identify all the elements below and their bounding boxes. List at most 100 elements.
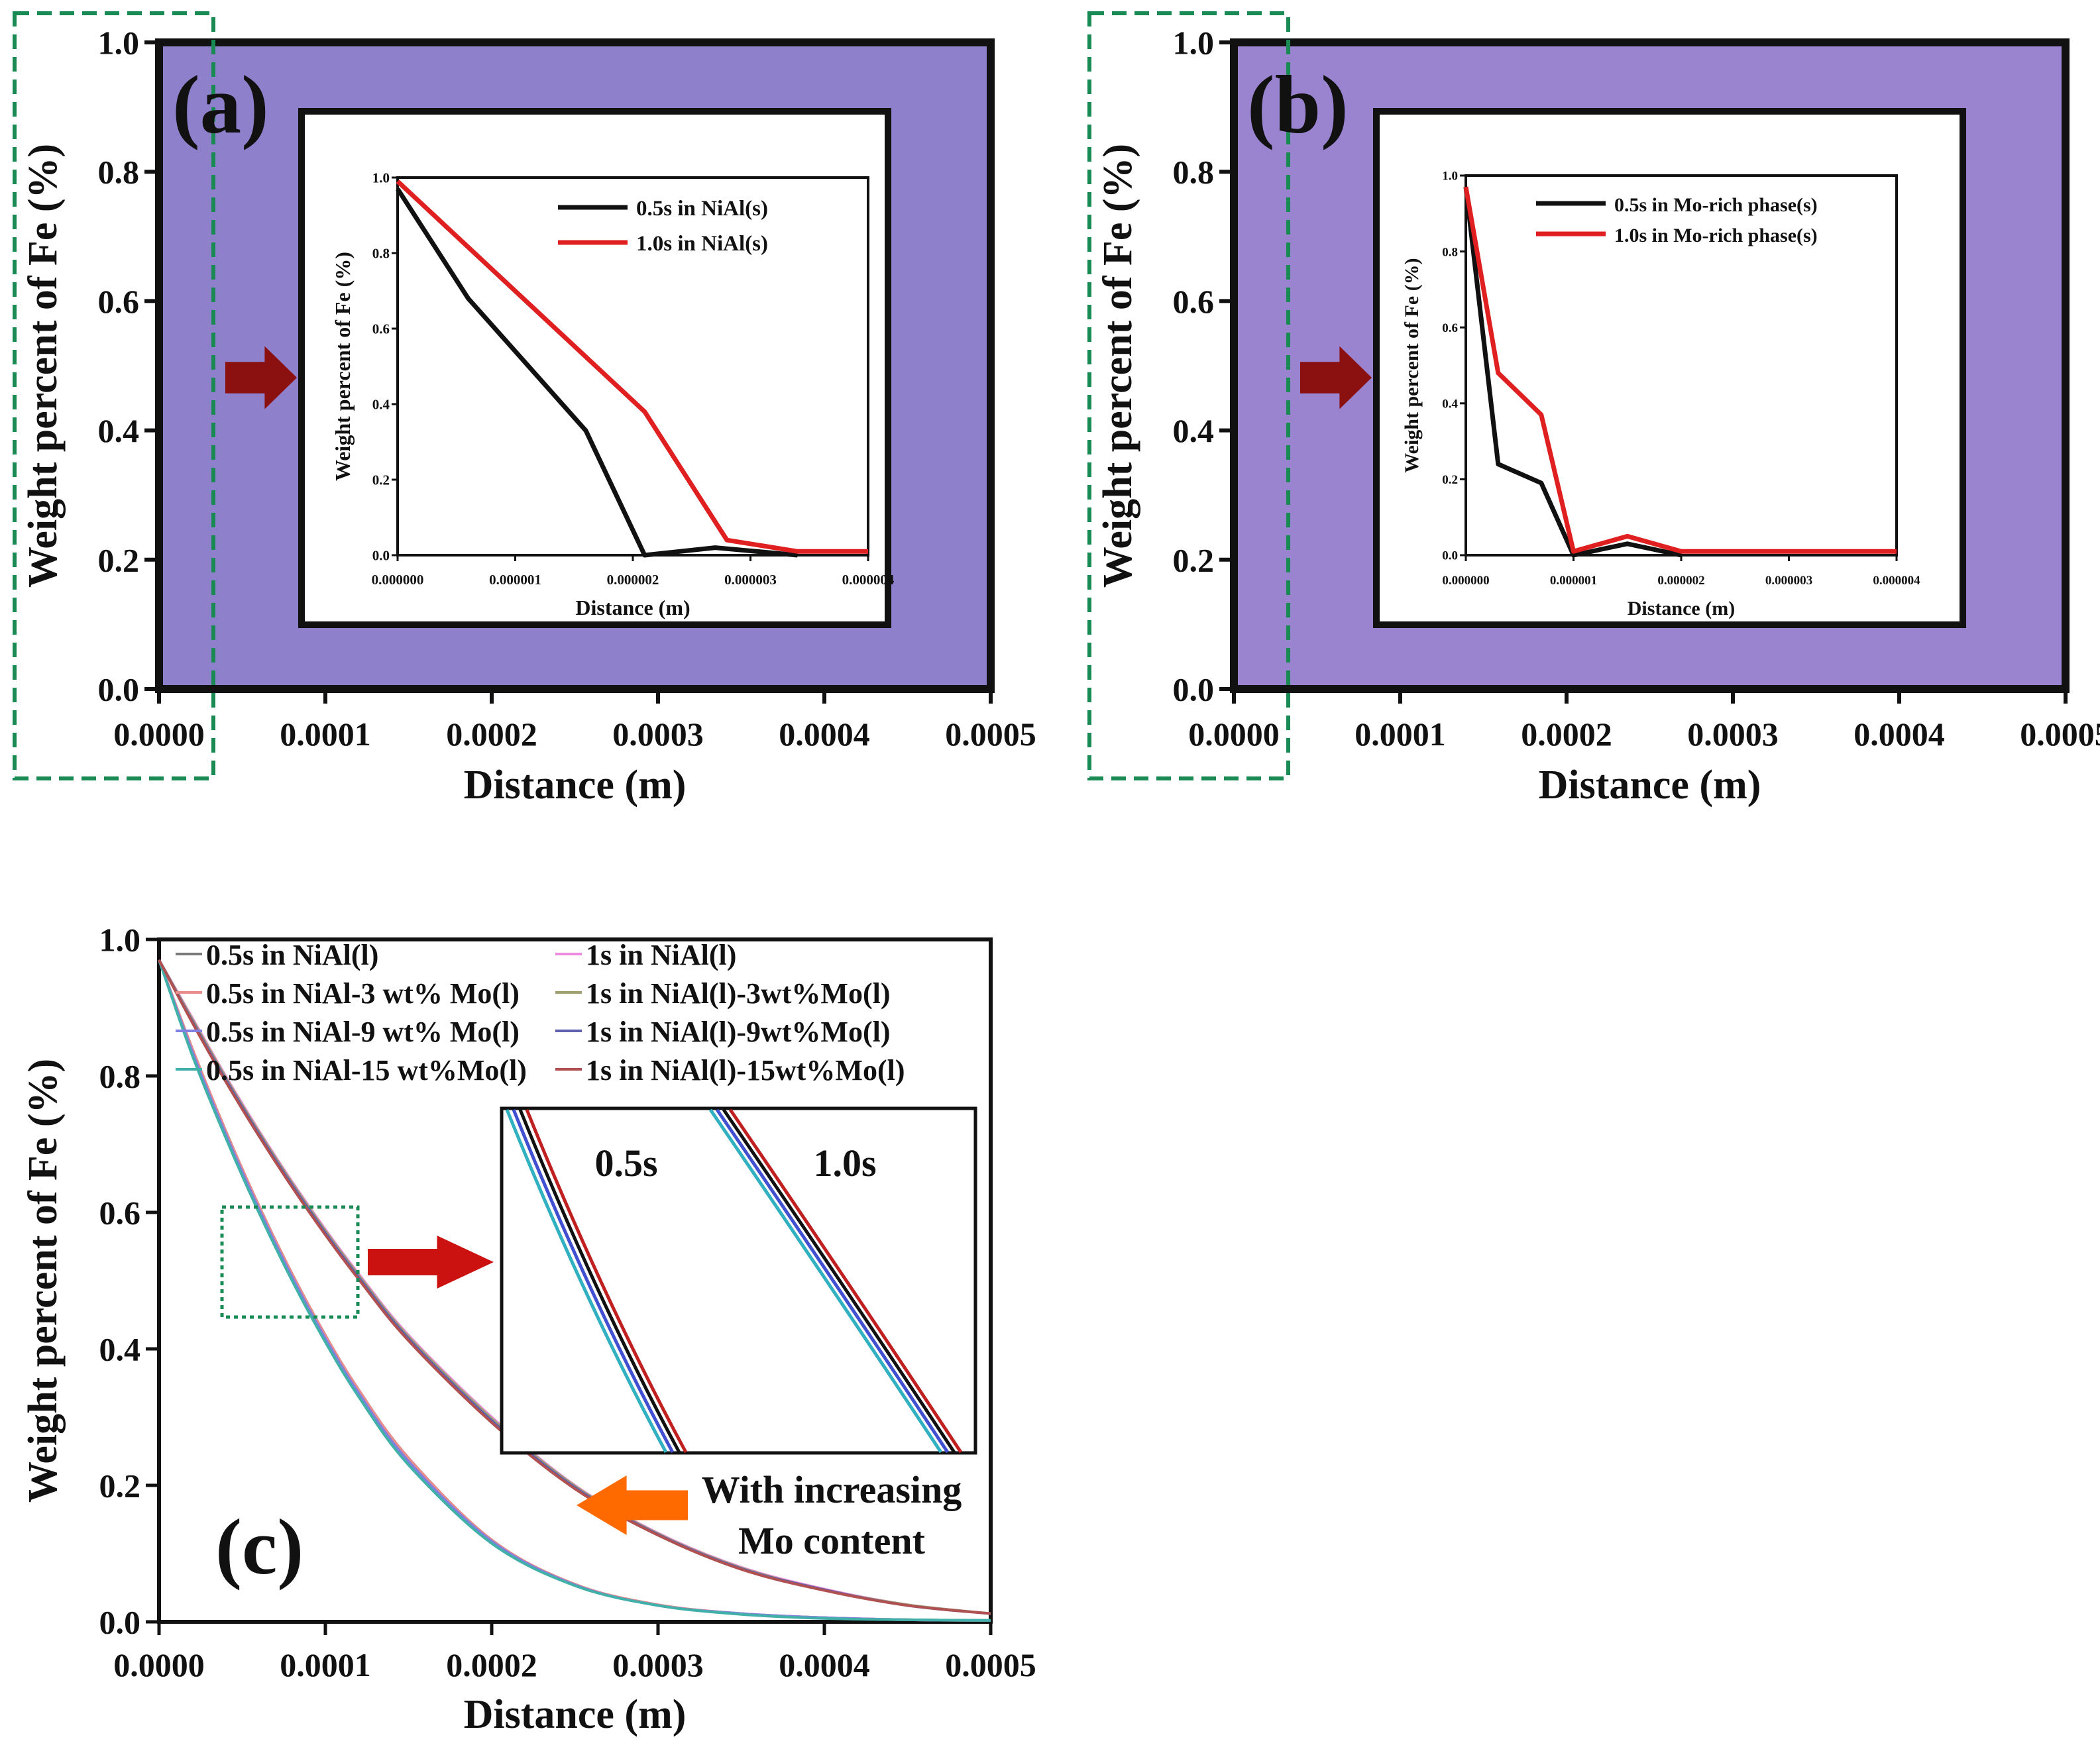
panel-b-arrow-icon bbox=[1300, 346, 1372, 409]
panel-c-series-line bbox=[158, 959, 991, 1622]
panel-c-zoom-line-0-5s bbox=[512, 1109, 675, 1454]
panel-b-inset-x-axis-label: Distance (m) bbox=[1628, 598, 1735, 619]
plots-layer: 0.0000 0.0001 0.0002 0.0003 0.0004 0.00050.00… bbox=[13, 11, 2100, 1738]
panel-c-legend-label: 1s in NiAl(l)-9wt%Mo(l) bbox=[586, 1016, 891, 1048]
panel-c-y-tick-label: 0.2 bbox=[99, 1467, 141, 1505]
panel-c-x-tick-label: 0.0001 bbox=[280, 1646, 371, 1683]
panel-c-series-line bbox=[158, 959, 991, 1615]
panel-a-inset-y-tick-label: 0.0 bbox=[372, 547, 390, 563]
panel-a-y-tick-label: 0.4 bbox=[98, 412, 140, 449]
panel-b-inset-y-tick-label: 0.4 bbox=[1442, 397, 1458, 411]
panel-a-legend-label: 0.5s in NiAl(s) bbox=[636, 197, 768, 221]
panel-c-y-tick-label: 0.0 bbox=[99, 1604, 141, 1641]
panel-b-y-axis-label: Weight percent of Fe (%) bbox=[1095, 144, 1140, 588]
panel-a-inset-x-tick-label: 0.000003 bbox=[724, 572, 777, 588]
panel-c-y-tick-label: 0.8 bbox=[99, 1058, 141, 1095]
panel-a-inset-axes: 0.000000 0.000001 0.000002 0.000003 0.000004… bbox=[331, 170, 895, 619]
panel-a-inset-x-tick-label: 0.000000 bbox=[372, 572, 424, 588]
panel-a-x-tick-label: 0.0004 bbox=[779, 716, 870, 753]
panel-a-x-tick-label: 0.0003 bbox=[612, 716, 704, 753]
panel-c-legend-label: 0.5s in NiAl-15 wt%Mo(l) bbox=[206, 1054, 527, 1087]
panel-c-orange-arrow-icon bbox=[577, 1475, 688, 1535]
panel-c-zoom-line-1-0s bbox=[728, 1108, 963, 1454]
panel-b-x-tick-label: 0.0004 bbox=[1853, 716, 1945, 753]
panel-c-y-tick-label: 0.4 bbox=[99, 1331, 141, 1368]
panel-b-x-tick-label: 0.0005 bbox=[2020, 716, 2100, 753]
panel-b-y-tick-label: 0.8 bbox=[1173, 154, 1215, 191]
panel-c-x-tick-label: 0.0000 bbox=[113, 1646, 205, 1683]
panel-c-zoom-inset bbox=[500, 1106, 977, 1455]
panel-c-x-tick-label: 0.0005 bbox=[945, 1646, 1036, 1683]
panel-b-inset-y-tick-label: 0.8 bbox=[1442, 245, 1458, 259]
panel-a-inset-y-tick-label: 0.4 bbox=[372, 396, 390, 412]
panel-a-x-tick-label: 0.0005 bbox=[945, 716, 1036, 753]
panel-a-y-tick-label: 0.2 bbox=[98, 541, 140, 578]
panel-c-zoom-box bbox=[220, 1205, 360, 1319]
panel-a-y-axis-label: Weight percent of Fe (%) bbox=[21, 144, 66, 588]
panel-b-inset-y-tick-label: 0.0 bbox=[1442, 549, 1458, 563]
panel-b-inset-y-axis-label: Weight percent of Fe (%) bbox=[1401, 258, 1423, 472]
panel-b-inset-y-tick-label: 0.6 bbox=[1442, 321, 1458, 335]
panel-c-legend-label: 1s in NiAl(l)-15wt%Mo(l) bbox=[586, 1054, 905, 1087]
panel-b-legend-label: 1.0s in Mo-rich phase(s) bbox=[1614, 225, 1818, 246]
panel-a-x-tick-label: 0.0000 bbox=[113, 716, 205, 753]
panel-c-x-axis-label: Distance (m) bbox=[464, 1692, 687, 1737]
panel-a-x-tick-label: 0.0002 bbox=[446, 716, 537, 753]
panel-a-highlight-box bbox=[13, 11, 215, 780]
panel-c-y-tick-label: 0.6 bbox=[99, 1195, 141, 1232]
panel-a-inset-y-tick-label: 1.0 bbox=[372, 170, 390, 186]
panel-b-highlight-box bbox=[1087, 11, 1290, 780]
panel-b-y-tick-label: 0.6 bbox=[1173, 283, 1215, 320]
panel-b-inset-x-tick-label: 0.000004 bbox=[1873, 574, 1920, 588]
panel-b-y-tick-label: 0.0 bbox=[1173, 671, 1215, 708]
panel-c-zoom-label-1-0s: 1.0s bbox=[813, 1142, 876, 1185]
panel-c-annotation-line-1: With increasing bbox=[702, 1468, 962, 1511]
panel-b: 0.00000.00010.00020.00030.00040.00050.00… bbox=[1087, 11, 2100, 808]
panel-c-zoom-line-0-5s bbox=[525, 1109, 688, 1454]
panel-b-inset-y-tick-label: 0.2 bbox=[1442, 473, 1458, 487]
panel-c-zoom-line-1-0s bbox=[722, 1108, 956, 1454]
panel-c-zoom-line-0-5s bbox=[505, 1109, 668, 1454]
panel-c-annotation-line-2: Mo content bbox=[738, 1519, 926, 1562]
panel-a-y-tick-label: 1.0 bbox=[98, 25, 140, 62]
panel-c-zoom-line-0-5s bbox=[518, 1109, 681, 1454]
panel-a-inset-y-axis-label: Weight percent of Fe (%) bbox=[331, 252, 355, 481]
panel-c-x-tick-label: 0.0004 bbox=[779, 1646, 870, 1683]
panel-a-y-tick-label: 0.6 bbox=[98, 283, 140, 320]
panel-b-inset-series-line bbox=[1463, 186, 1682, 558]
panel-c-y-axis-label: Weight percent of Fe (%) bbox=[21, 1059, 66, 1503]
panel-a-plot-frame bbox=[155, 38, 995, 693]
panel-c-zoom-label-0-5s: 0.5s bbox=[594, 1142, 657, 1185]
panel-a-y-tick-label: 0.8 bbox=[98, 154, 140, 191]
panel-b-x-axis-label: Distance (m) bbox=[1539, 763, 1761, 808]
panel-c-zoom-line-1-0s bbox=[715, 1108, 950, 1454]
panel-c-x-tick-label: 0.0003 bbox=[612, 1646, 704, 1683]
panel-a-inset-x-tick-label: 0.000002 bbox=[607, 572, 659, 588]
panel-b-y-tick-label: 1.0 bbox=[1173, 25, 1215, 62]
panel-c-arrow-icon bbox=[368, 1236, 494, 1289]
panel-c-y-tick-label: 1.0 bbox=[99, 922, 141, 959]
panel-a-inset-series-line bbox=[396, 187, 798, 558]
panel-a-arrow-icon bbox=[225, 346, 297, 409]
panel-c-plot-frame bbox=[157, 937, 993, 1624]
panel-a-x-axis-label: Distance (m) bbox=[464, 763, 687, 808]
panel-a-legend-label: 1.0s in NiAl(s) bbox=[636, 232, 768, 256]
panel-b-x-tick-label: 0.0000 bbox=[1188, 716, 1280, 753]
panel-c-legend-label: 1s in NiAl(l)-3wt%Mo(l) bbox=[586, 977, 891, 1010]
panel-a-inset-y-tick-label: 0.8 bbox=[372, 245, 390, 261]
panel-c-legend-label: 0.5s in NiAl(l) bbox=[206, 939, 378, 971]
panel-c-label: (c) bbox=[215, 1503, 304, 1591]
panel-a-inset-x-tick-label: 0.000001 bbox=[489, 572, 541, 588]
panel-b-y-tick-label: 0.2 bbox=[1173, 541, 1215, 578]
panel-a-inset-y-tick-label: 0.2 bbox=[372, 472, 390, 488]
panel-b-inset-axes: 0.000000 0.000001 0.000002 0.000003 0.000004… bbox=[1401, 170, 1920, 619]
panel-b-x-tick-label: 0.0002 bbox=[1521, 716, 1612, 753]
panel-b-inset-y-tick-label: 1.0 bbox=[1442, 170, 1458, 184]
panel-a-label: (a) bbox=[172, 60, 269, 151]
panel-b-inset-series-line bbox=[1463, 186, 1897, 554]
panel-a: 0.0000 0.0001 0.0002 0.0003 0.0004 0.00050.00… bbox=[13, 11, 1036, 808]
panel-a-x-tick-label: 0.0001 bbox=[280, 716, 371, 753]
panel-c-axes: 0.0000 0.0001 0.0002 0.0003 0.0004 0.0005 0.0 0… bbox=[21, 922, 1036, 1738]
panel-c: 0.0000 0.0001 0.0002 0.0003 0.0004 0.0005 0.0 0… bbox=[21, 922, 1036, 1738]
panel-b-x-tick-label: 0.0003 bbox=[1687, 716, 1779, 753]
